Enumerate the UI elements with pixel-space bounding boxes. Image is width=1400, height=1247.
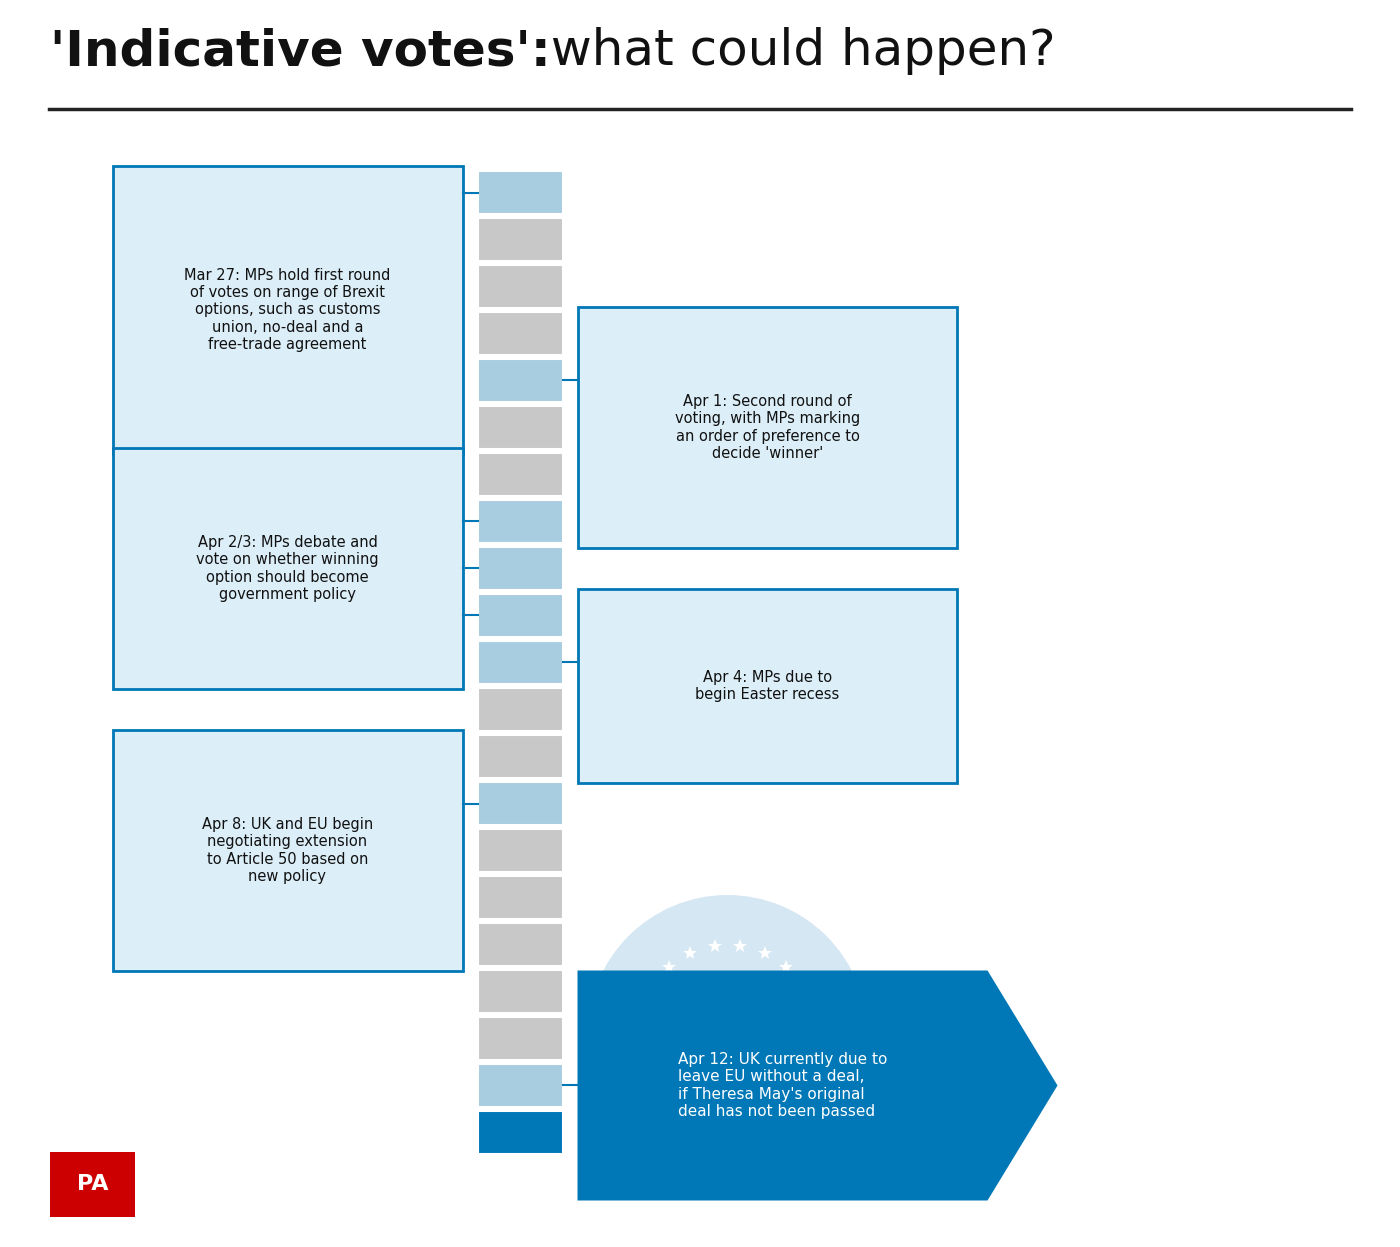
Text: Apr 8: UK and EU begin
negotiating extension
to Article 50 based on
new policy: Apr 8: UK and EU begin negotiating exten… [202, 817, 374, 884]
FancyBboxPatch shape [477, 875, 563, 919]
FancyBboxPatch shape [477, 829, 563, 872]
FancyBboxPatch shape [477, 500, 563, 542]
Text: Apr 12: UK currently due to
leave EU without a deal,
if Theresa May's original
d: Apr 12: UK currently due to leave EU wit… [678, 1052, 888, 1119]
FancyBboxPatch shape [477, 359, 563, 402]
FancyBboxPatch shape [477, 970, 563, 1013]
FancyBboxPatch shape [50, 1152, 134, 1217]
FancyBboxPatch shape [477, 1111, 563, 1153]
FancyBboxPatch shape [477, 923, 563, 966]
FancyBboxPatch shape [477, 1064, 563, 1107]
FancyBboxPatch shape [477, 641, 563, 685]
FancyBboxPatch shape [112, 166, 462, 454]
Text: Apr 4: MPs due to
begin Easter recess: Apr 4: MPs due to begin Easter recess [696, 670, 840, 702]
FancyBboxPatch shape [477, 453, 563, 496]
Text: Apr 1: Second round of
voting, with MPs marking
an order of preference to
decide: Apr 1: Second round of voting, with MPs … [675, 394, 860, 461]
FancyBboxPatch shape [477, 734, 563, 778]
FancyBboxPatch shape [577, 589, 958, 783]
Text: what could happen?: what could happen? [535, 27, 1056, 75]
Text: 'Indicative votes':: 'Indicative votes': [50, 27, 550, 75]
FancyBboxPatch shape [477, 688, 563, 731]
FancyBboxPatch shape [477, 171, 563, 214]
Text: Apr 2/3: MPs debate and
vote on whether winning
option should become
government : Apr 2/3: MPs debate and vote on whether … [196, 535, 379, 602]
Wedge shape [588, 895, 868, 1035]
Text: Mar 27: MPs hold first round
of votes on range of Brexit
options, such as custom: Mar 27: MPs hold first round of votes on… [185, 268, 391, 353]
Polygon shape [577, 970, 1057, 1201]
FancyBboxPatch shape [477, 266, 563, 308]
FancyBboxPatch shape [112, 448, 462, 690]
FancyBboxPatch shape [477, 547, 563, 590]
FancyBboxPatch shape [477, 218, 563, 261]
Text: PA: PA [77, 1175, 108, 1195]
FancyBboxPatch shape [477, 407, 563, 449]
FancyBboxPatch shape [477, 594, 563, 637]
FancyBboxPatch shape [477, 312, 563, 355]
FancyBboxPatch shape [577, 307, 958, 547]
FancyBboxPatch shape [477, 1018, 563, 1060]
FancyBboxPatch shape [477, 782, 563, 826]
FancyBboxPatch shape [112, 729, 462, 971]
